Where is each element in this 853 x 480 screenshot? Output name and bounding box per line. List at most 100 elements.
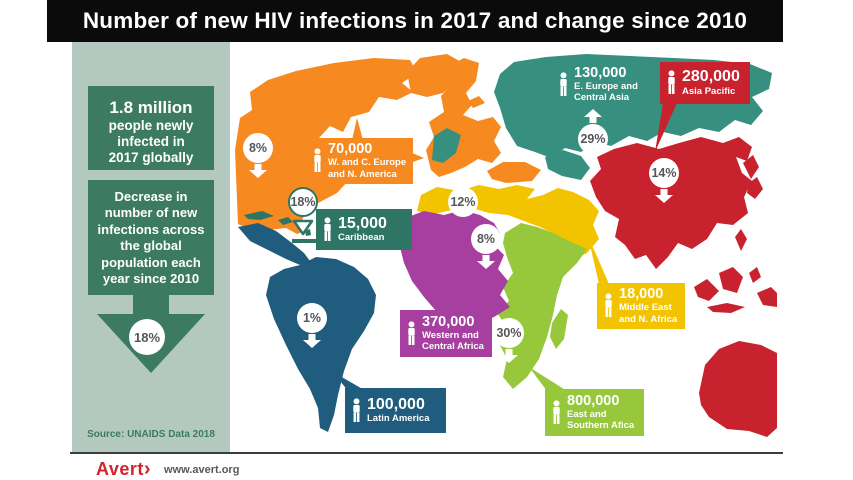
region-name: Central Asia (574, 92, 630, 104)
person-icon (560, 71, 567, 96)
change-badge-ee-ca: 29% (578, 108, 608, 154)
region-caucasus (545, 150, 590, 180)
label-tail (588, 236, 609, 284)
global-change-badge: 18% (129, 319, 165, 355)
region-value: 130,000 (574, 64, 627, 81)
region-greenland (407, 54, 463, 97)
change-value: 30% (494, 318, 524, 348)
stat-line: the global (120, 238, 182, 254)
change-badge-caribbean: 18% (288, 187, 318, 238)
stat-line: infected in (117, 134, 185, 150)
label-es-africa: 800,000 East and Southern Afica (545, 389, 644, 436)
region-value: 18,000 (619, 286, 664, 303)
label-caribbean: 15,000 Caribbean (316, 209, 412, 250)
region-sulawesi (749, 267, 761, 283)
region-value: 370,000 (422, 313, 475, 330)
down-arrow-icon (655, 189, 673, 203)
change-value: 29% (578, 124, 608, 154)
stat-box-global-infections: 1.8 million people newly infected in 201… (88, 86, 214, 170)
label-ee-ca: 130,000 E. Europe and Central Asia (552, 62, 650, 107)
website-link[interactable]: www.avert.org (164, 463, 240, 476)
person-icon (314, 148, 321, 172)
brand-text: Avert (96, 459, 144, 479)
footer: Avert› www.avert.org (96, 458, 239, 480)
stat-headline: 1.8 million (109, 98, 193, 117)
big-down-arrow-stem (133, 294, 169, 315)
region-name: Western and (422, 329, 479, 341)
region-name: Southern Afica (567, 420, 635, 432)
chevron-right-icon: › (143, 458, 152, 480)
label-tail (410, 152, 424, 163)
region-central-america (238, 223, 310, 265)
label-asia-pacific: 280,000 Asia Pacific (660, 62, 750, 104)
up-arrow-icon (584, 109, 602, 123)
label-latam: 100,000 Latin America (345, 388, 446, 433)
footer-divider (70, 452, 783, 454)
region-name: Caribbean (338, 232, 385, 244)
change-value: 1% (297, 303, 327, 333)
region-japan (743, 155, 759, 179)
label-tail (655, 103, 677, 152)
change-badge-es-africa: 30% (494, 318, 524, 364)
stat-line: people newly (108, 117, 194, 133)
person-icon (605, 293, 612, 317)
change-value: 8% (471, 224, 501, 254)
label-tail (333, 372, 366, 391)
person-icon (324, 216, 331, 241)
region-value: 800,000 (567, 392, 620, 409)
down-arrow-icon (249, 164, 267, 178)
stat-line: infections across (97, 221, 205, 237)
title-bar: Number of new HIV infections in 2017 and… (47, 0, 783, 42)
change-badge-wc-africa: 8% (471, 224, 501, 270)
change-value: 18% (288, 187, 318, 217)
region-hispaniola (278, 217, 293, 225)
stat-line: 2017 globally (108, 150, 194, 166)
label-tail (352, 118, 363, 140)
change-badge-me-na: 12% (448, 171, 478, 217)
region-south-america (266, 257, 376, 432)
region-turkey (487, 162, 541, 183)
stat-line: Decrease in (114, 189, 188, 204)
stat-line: population each (101, 254, 201, 270)
up-arrow-icon (454, 172, 472, 186)
sidebar: 1.8 million people newly infected in 201… (72, 42, 230, 452)
region-name: Middle East (619, 302, 672, 314)
region-name: Asia Pacific (682, 85, 736, 97)
label-me-na: 18,000 Middle East and N. Africa (597, 283, 685, 329)
label-tail (550, 106, 566, 124)
source-note: Source: UNAIDS Data 2018 (87, 429, 215, 440)
region-value: 15,000 (338, 214, 387, 232)
change-badge-latam: 1% (297, 303, 327, 349)
region-name: and N. Africa (619, 313, 678, 325)
label-tail (470, 283, 488, 312)
region-name: E. Europe and (574, 80, 638, 92)
stat-box-decrease: Decrease in number of new infections acr… (88, 180, 214, 295)
region-value: 280,000 (682, 68, 740, 85)
change-value: 14% (649, 158, 679, 188)
person-icon (408, 320, 415, 345)
region-australia (699, 341, 777, 437)
change-value: 8% (243, 133, 273, 163)
region-east-europe (432, 128, 461, 163)
region-new-guinea (757, 287, 777, 307)
region-name: Central Africa (422, 341, 484, 353)
stat-line: number of new (104, 205, 198, 221)
region-japan (747, 177, 763, 199)
down-arrow-icon (303, 334, 321, 348)
label-tail (529, 367, 567, 391)
region-cuba (244, 211, 274, 220)
label-tail (292, 239, 322, 243)
region-name: East and (567, 408, 607, 420)
region-value: 100,000 (367, 395, 425, 413)
person-icon (668, 70, 675, 94)
region-madagascar (550, 309, 568, 349)
region-java (707, 303, 745, 313)
region-philippines (735, 229, 747, 251)
region-name: and N. America (328, 168, 397, 180)
down-arrow-icon (500, 349, 518, 363)
down-arrow-icon (292, 219, 314, 236)
page-title: Number of new HIV infections in 2017 and… (82, 8, 748, 33)
change-badge-wce-na: 8% (243, 133, 273, 179)
region-sumatra (694, 279, 719, 301)
